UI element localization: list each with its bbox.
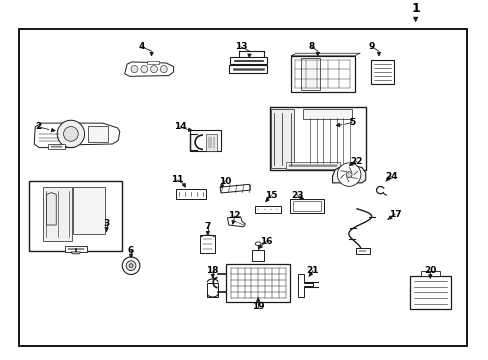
Bar xyxy=(175,189,205,199)
Bar xyxy=(290,199,323,213)
Circle shape xyxy=(122,257,140,274)
Bar xyxy=(190,130,220,151)
Circle shape xyxy=(337,163,360,186)
Bar xyxy=(420,271,439,276)
Ellipse shape xyxy=(150,66,157,73)
Polygon shape xyxy=(220,184,250,193)
Text: 14: 14 xyxy=(173,122,186,131)
Bar xyxy=(293,201,320,211)
Polygon shape xyxy=(71,252,81,254)
Text: 18: 18 xyxy=(206,266,219,275)
Bar xyxy=(19,29,466,346)
Bar xyxy=(207,283,218,297)
Polygon shape xyxy=(290,53,360,56)
Text: 13: 13 xyxy=(234,42,247,51)
Text: 1: 1 xyxy=(410,3,419,15)
Text: 15: 15 xyxy=(264,190,277,199)
Text: 3: 3 xyxy=(103,219,109,228)
Ellipse shape xyxy=(131,66,138,73)
Text: 5: 5 xyxy=(348,118,354,127)
Text: 16: 16 xyxy=(260,237,272,246)
Bar xyxy=(229,65,267,73)
Bar xyxy=(73,187,105,234)
Polygon shape xyxy=(46,193,56,225)
Text: 7: 7 xyxy=(204,222,211,231)
Bar xyxy=(285,162,339,169)
Bar xyxy=(270,109,294,168)
Text: 21: 21 xyxy=(306,266,319,275)
Text: 24: 24 xyxy=(384,172,397,181)
Text: 23: 23 xyxy=(290,190,303,199)
Text: 9: 9 xyxy=(367,42,374,51)
Bar xyxy=(290,56,354,92)
Circle shape xyxy=(346,172,351,177)
Ellipse shape xyxy=(141,66,147,73)
Text: 11: 11 xyxy=(170,175,183,184)
Bar xyxy=(48,144,64,149)
Bar xyxy=(88,126,107,142)
Text: 20: 20 xyxy=(423,266,436,275)
Bar xyxy=(270,107,365,170)
Bar xyxy=(252,250,264,261)
Text: 10: 10 xyxy=(218,176,231,186)
Text: 12: 12 xyxy=(228,211,241,220)
Ellipse shape xyxy=(160,66,167,73)
Circle shape xyxy=(57,120,84,148)
Bar xyxy=(29,181,122,251)
Text: 2: 2 xyxy=(35,122,41,131)
Polygon shape xyxy=(124,62,173,76)
Bar xyxy=(146,61,159,64)
Polygon shape xyxy=(332,166,365,183)
Circle shape xyxy=(126,261,136,271)
Bar xyxy=(303,109,351,119)
Circle shape xyxy=(129,264,133,267)
Bar xyxy=(370,60,393,84)
Bar xyxy=(355,248,369,254)
Polygon shape xyxy=(34,123,120,148)
Text: 22: 22 xyxy=(350,157,363,166)
Bar xyxy=(65,246,87,252)
Bar xyxy=(226,264,289,301)
Bar xyxy=(300,58,320,90)
Bar xyxy=(43,187,72,241)
Text: 17: 17 xyxy=(388,210,401,219)
Bar xyxy=(230,57,266,64)
Bar xyxy=(200,235,215,253)
Bar xyxy=(205,134,216,151)
Polygon shape xyxy=(227,217,245,227)
Text: 19: 19 xyxy=(251,302,264,311)
Circle shape xyxy=(63,127,78,141)
Text: 4: 4 xyxy=(138,42,145,51)
Bar xyxy=(409,276,450,309)
Text: 8: 8 xyxy=(308,42,314,51)
Ellipse shape xyxy=(255,242,261,246)
Bar xyxy=(254,206,281,213)
Text: 6: 6 xyxy=(128,246,134,255)
Polygon shape xyxy=(298,274,312,297)
